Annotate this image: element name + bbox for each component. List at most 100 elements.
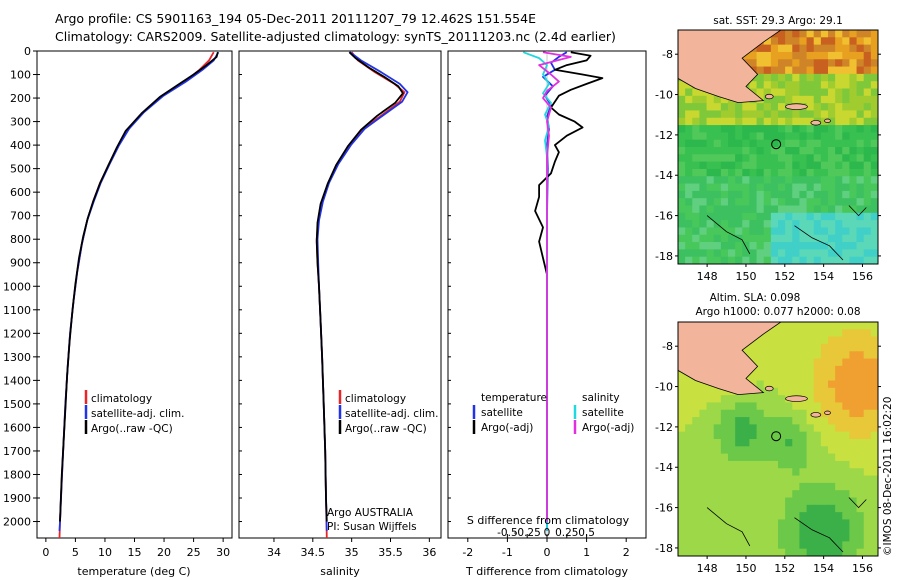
sst-map-cell: [742, 117, 751, 126]
sst-map-cell: [820, 81, 829, 90]
sst-map-cell: [813, 103, 822, 112]
sla-map-cell: [813, 475, 822, 484]
sst-map-cell: [863, 212, 872, 221]
sst-map-cell: [692, 234, 701, 243]
sla-map-cell: [785, 380, 793, 389]
sla-map-cell: [728, 534, 736, 542]
sst-map-cell: [735, 249, 743, 258]
sst-map-cell: [835, 30, 843, 38]
sst-map-cell: [806, 198, 815, 207]
sla-map-cell: [870, 519, 878, 528]
sst-map-cell: [813, 220, 822, 229]
sst-map-cell: [778, 190, 786, 199]
sst-map-cell: [806, 168, 815, 177]
map-ytick-label: -16: [655, 210, 673, 223]
temperature-xtick-label: 0: [42, 546, 49, 559]
sla-map-cell: [720, 460, 729, 469]
sst-map-cell: [849, 256, 858, 264]
sst-map-cell: [763, 103, 772, 112]
sla-map-cell: [792, 541, 801, 550]
sla-map-cell: [756, 541, 765, 550]
sst-map-cell: [842, 234, 851, 243]
sst-map-cell: [806, 37, 815, 46]
sst-map-cell: [799, 205, 808, 214]
map-ytick-label: -10: [655, 381, 673, 394]
sla-map-cell: [849, 468, 858, 477]
sla-map-cell: [820, 453, 829, 462]
sla-map-cell: [770, 460, 779, 469]
temperature-xtick-label: 5: [72, 546, 79, 559]
sla-map-cell: [706, 424, 715, 433]
sla-map-cell: [778, 541, 786, 550]
sst-map-cell: [813, 198, 822, 207]
legend-argo: Argo(..raw -QC): [91, 423, 173, 435]
sst-map-cell: [856, 249, 865, 258]
sst-map-cell: [770, 117, 779, 126]
sst-map-cell: [856, 30, 865, 38]
sst-map-cell: [842, 51, 851, 60]
sst-map-cell: [792, 117, 801, 126]
sst-map-cell: [806, 227, 815, 236]
sst-map-cell: [735, 117, 743, 126]
sst-map-cell: [842, 183, 851, 192]
sst-map-cell: [785, 234, 793, 243]
sla-map-cell: [828, 460, 836, 469]
sla-map-cell: [813, 446, 822, 455]
sst-map-cell: [692, 212, 701, 221]
temperature-xlabel: temperature (deg C): [77, 565, 190, 578]
sla-map-cell: [856, 490, 865, 499]
sst-map-cell: [749, 81, 758, 90]
sst-map-cell: [742, 234, 751, 243]
sst-map-cell: [785, 66, 793, 75]
sst-map-cell: [749, 132, 758, 141]
sst-map-cell: [706, 117, 715, 126]
sla-map-cell: [828, 373, 836, 382]
sla-map-cell: [849, 475, 858, 484]
sla-map-cell: [720, 504, 729, 513]
sst-map-cell: [720, 205, 729, 214]
sst-map-cell: [870, 212, 878, 221]
sst-map-cell: [849, 176, 858, 185]
sst-map-cell: [799, 88, 808, 97]
sst-map-cell: [713, 198, 722, 207]
sst-map-cell: [713, 256, 722, 264]
sst-map-cell: [785, 95, 793, 104]
sla-map-cell: [856, 380, 865, 389]
sla-map-cell: [706, 417, 715, 425]
sla-map-cell: [835, 329, 843, 338]
sla-map-cell: [735, 475, 743, 484]
sla-map-cell: [770, 497, 779, 506]
sst-map-cell: [699, 198, 708, 207]
sst-map-cell: [863, 132, 872, 141]
sst-map-cell: [685, 212, 693, 221]
sst-map-cell: [778, 161, 786, 170]
sla-map-cell: [849, 336, 858, 345]
sla-map-cell: [785, 387, 793, 396]
sla-map-cell: [770, 402, 779, 411]
sla-map-cell: [863, 402, 872, 411]
map-xtick-label: 156: [852, 270, 873, 283]
sla-map-cell: [820, 373, 829, 382]
sla-map-cell: [792, 336, 801, 345]
sst-map-cell: [863, 95, 872, 104]
sst-map-cell: [856, 227, 865, 236]
sst-map-cell: [799, 95, 808, 104]
sla-map-cell: [813, 424, 822, 433]
sst-map-cell: [749, 161, 758, 170]
sla-map-cell: [863, 387, 872, 396]
sst-map-cell: [735, 103, 743, 112]
sla-map-cell: [749, 453, 758, 462]
sla-map-cell: [742, 439, 751, 447]
sst-map-cell: [806, 220, 815, 229]
sst-map-cell: [678, 154, 686, 163]
sla-map-cell: [870, 322, 878, 330]
sla-map-cell: [763, 424, 772, 433]
sla-map-cell: [699, 512, 708, 521]
sla-map-cell: [835, 395, 843, 404]
sst-map-cell: [692, 183, 701, 192]
sla-map-cell: [820, 365, 829, 374]
sst-map-cell: [806, 110, 815, 119]
sst-map-cell: [692, 256, 701, 264]
sst-map-cell: [770, 212, 779, 221]
sla-map-cell: [842, 395, 851, 404]
